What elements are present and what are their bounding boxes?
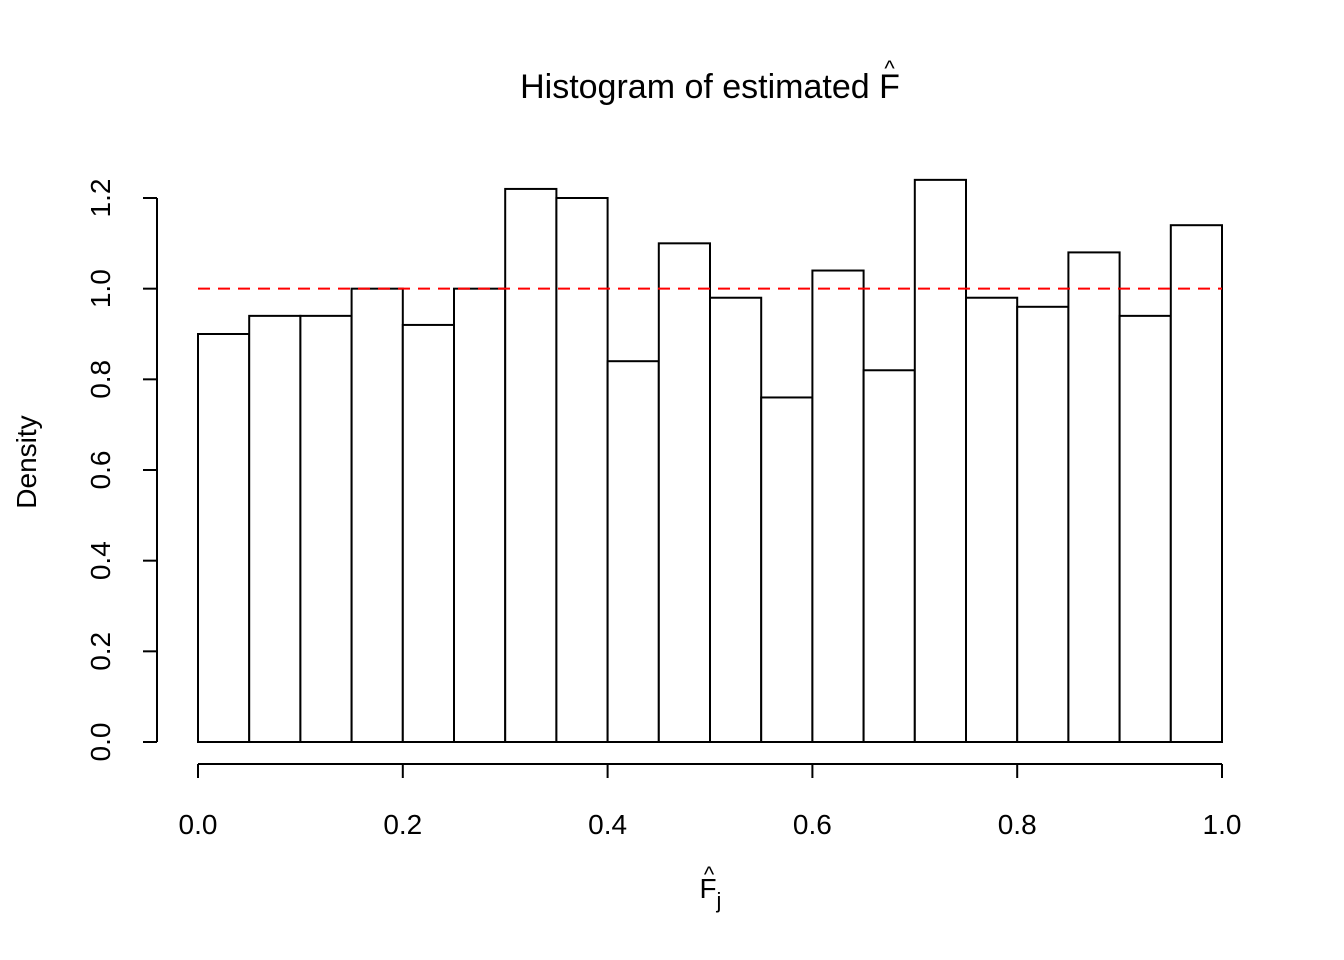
y-tick-label: 1.0: [85, 269, 116, 308]
x-axis: 0.0 0.2 0.4 0.6 0.8 1.0: [179, 763, 1242, 840]
x-tick-label: 0.0: [179, 809, 218, 840]
x-tick-label: 1.0: [1203, 809, 1242, 840]
histogram-bar: [606, 360, 660, 743]
bars-group: [197, 178, 1224, 744]
y-tick-label: 0.8: [85, 360, 116, 399]
y-tick-label: 0.2: [85, 632, 116, 671]
chart-title: Histogram of estimated F: [520, 68, 900, 106]
y-axis: 0.0 0.2 0.4 0.6 0.8 1.0 1.2: [85, 179, 158, 762]
x-axis-label: F: [699, 873, 716, 904]
x-axis-label-subscript: j: [716, 888, 722, 913]
histogram-bar: [760, 396, 814, 743]
histogram-bar: [965, 296, 1019, 743]
histogram-bar: [811, 269, 865, 743]
histogram-bar: [504, 187, 558, 743]
y-tick-label: 0.0: [85, 723, 116, 762]
chart-title-hat: ^: [884, 56, 895, 81]
histogram-bar: [1067, 251, 1121, 743]
histogram-bar: [555, 197, 609, 743]
y-tick-label: 0.4: [85, 541, 116, 580]
histogram-bar: [453, 287, 507, 743]
chart-title-symbol: F: [879, 68, 900, 106]
histogram-bar: [862, 369, 916, 743]
x-tick-label: 0.6: [793, 809, 832, 840]
histogram-bar: [657, 242, 711, 743]
histogram-bar: [913, 178, 967, 744]
x-tick-label: 0.2: [383, 809, 422, 840]
x-tick-label: 0.8: [998, 809, 1037, 840]
chart-title-text: Histogram of estimated: [520, 68, 879, 106]
y-tick-label: 0.6: [85, 451, 116, 490]
x-axis-label-hat: ^: [704, 862, 715, 887]
histogram-bar: [248, 314, 302, 743]
histogram-bar: [709, 296, 763, 743]
histogram-bar: [1016, 305, 1070, 743]
histogram-bar: [401, 323, 455, 743]
histogram-bar: [299, 314, 353, 743]
histogram-bar: [197, 333, 251, 743]
histogram-bar: [350, 287, 404, 743]
y-tick-label: 1.2: [85, 179, 116, 218]
histogram-bar: [1118, 314, 1172, 743]
histogram-bar: [1169, 224, 1224, 743]
y-axis-label: Density: [11, 415, 42, 508]
x-tick-label: 0.4: [588, 809, 627, 840]
